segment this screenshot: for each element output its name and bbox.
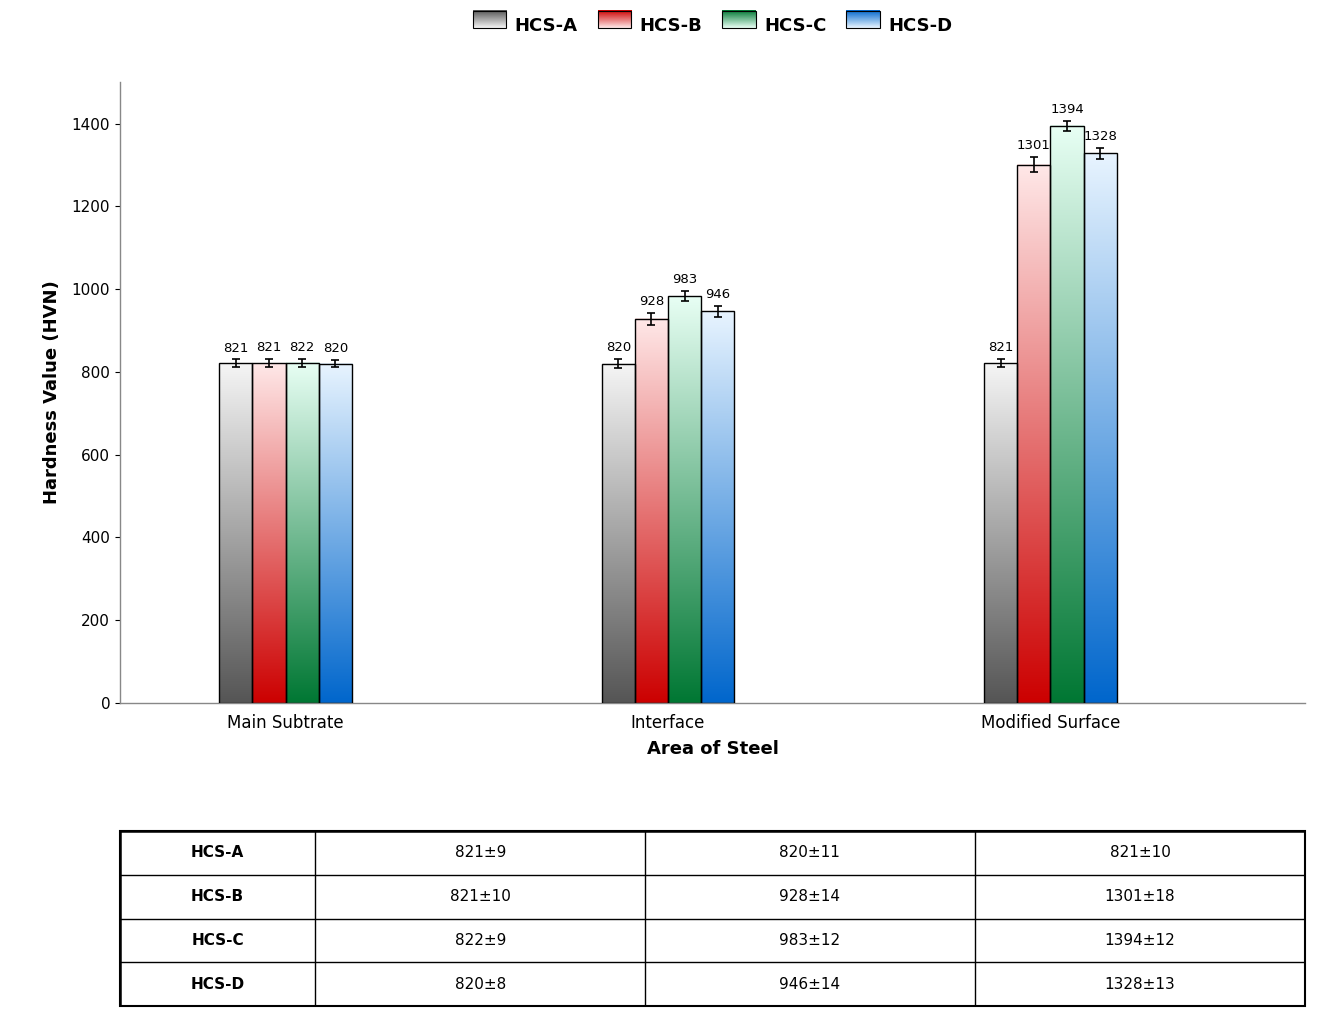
Text: HCS-A: HCS-A — [190, 845, 244, 860]
Legend: HCS-A, HCS-B, HCS-C, HCS-D: HCS-A, HCS-B, HCS-C, HCS-D — [466, 10, 959, 41]
Bar — [984, 364, 1018, 703]
Bar — [285, 363, 318, 703]
Bar — [701, 311, 734, 703]
Bar — [220, 364, 253, 703]
Text: 821: 821 — [256, 341, 281, 354]
Text: HCS-C: HCS-C — [192, 933, 244, 948]
Bar — [318, 364, 352, 703]
Bar — [1051, 126, 1083, 703]
Text: 822±9: 822±9 — [454, 933, 506, 948]
Text: 1301: 1301 — [1016, 139, 1051, 152]
Text: 820: 820 — [606, 341, 631, 354]
Bar — [635, 319, 669, 703]
Bar — [1083, 153, 1116, 703]
Text: 1328: 1328 — [1083, 130, 1118, 143]
Bar — [602, 364, 635, 703]
Text: 821±10: 821±10 — [450, 889, 510, 904]
Text: 983: 983 — [671, 273, 697, 287]
Bar — [1018, 164, 1051, 703]
Text: HCS-D: HCS-D — [190, 977, 245, 992]
Bar — [253, 364, 285, 703]
Text: 946: 946 — [705, 288, 730, 301]
Text: 946±14: 946±14 — [779, 977, 840, 992]
Text: 1394: 1394 — [1050, 103, 1084, 116]
Text: 821±9: 821±9 — [454, 845, 506, 860]
Text: 1328±13: 1328±13 — [1104, 977, 1175, 992]
Text: 820±11: 820±11 — [779, 845, 840, 860]
Text: 821±10: 821±10 — [1110, 845, 1171, 860]
Text: 928: 928 — [639, 295, 665, 308]
Bar — [669, 296, 701, 703]
X-axis label: Area of Steel: Area of Steel — [646, 740, 779, 759]
Text: 1394±12: 1394±12 — [1104, 933, 1175, 948]
Text: 820±8: 820±8 — [454, 977, 506, 992]
Text: 1301±18: 1301±18 — [1104, 889, 1175, 904]
Text: 983±12: 983±12 — [779, 933, 840, 948]
Text: 820: 820 — [322, 342, 348, 355]
Text: HCS-B: HCS-B — [190, 889, 244, 904]
Text: 821: 821 — [224, 342, 249, 354]
Y-axis label: Hardness Value (HVN): Hardness Value (HVN) — [43, 280, 60, 504]
Text: 928±14: 928±14 — [779, 889, 840, 904]
Text: 821: 821 — [988, 341, 1014, 354]
Text: 822: 822 — [289, 341, 314, 354]
